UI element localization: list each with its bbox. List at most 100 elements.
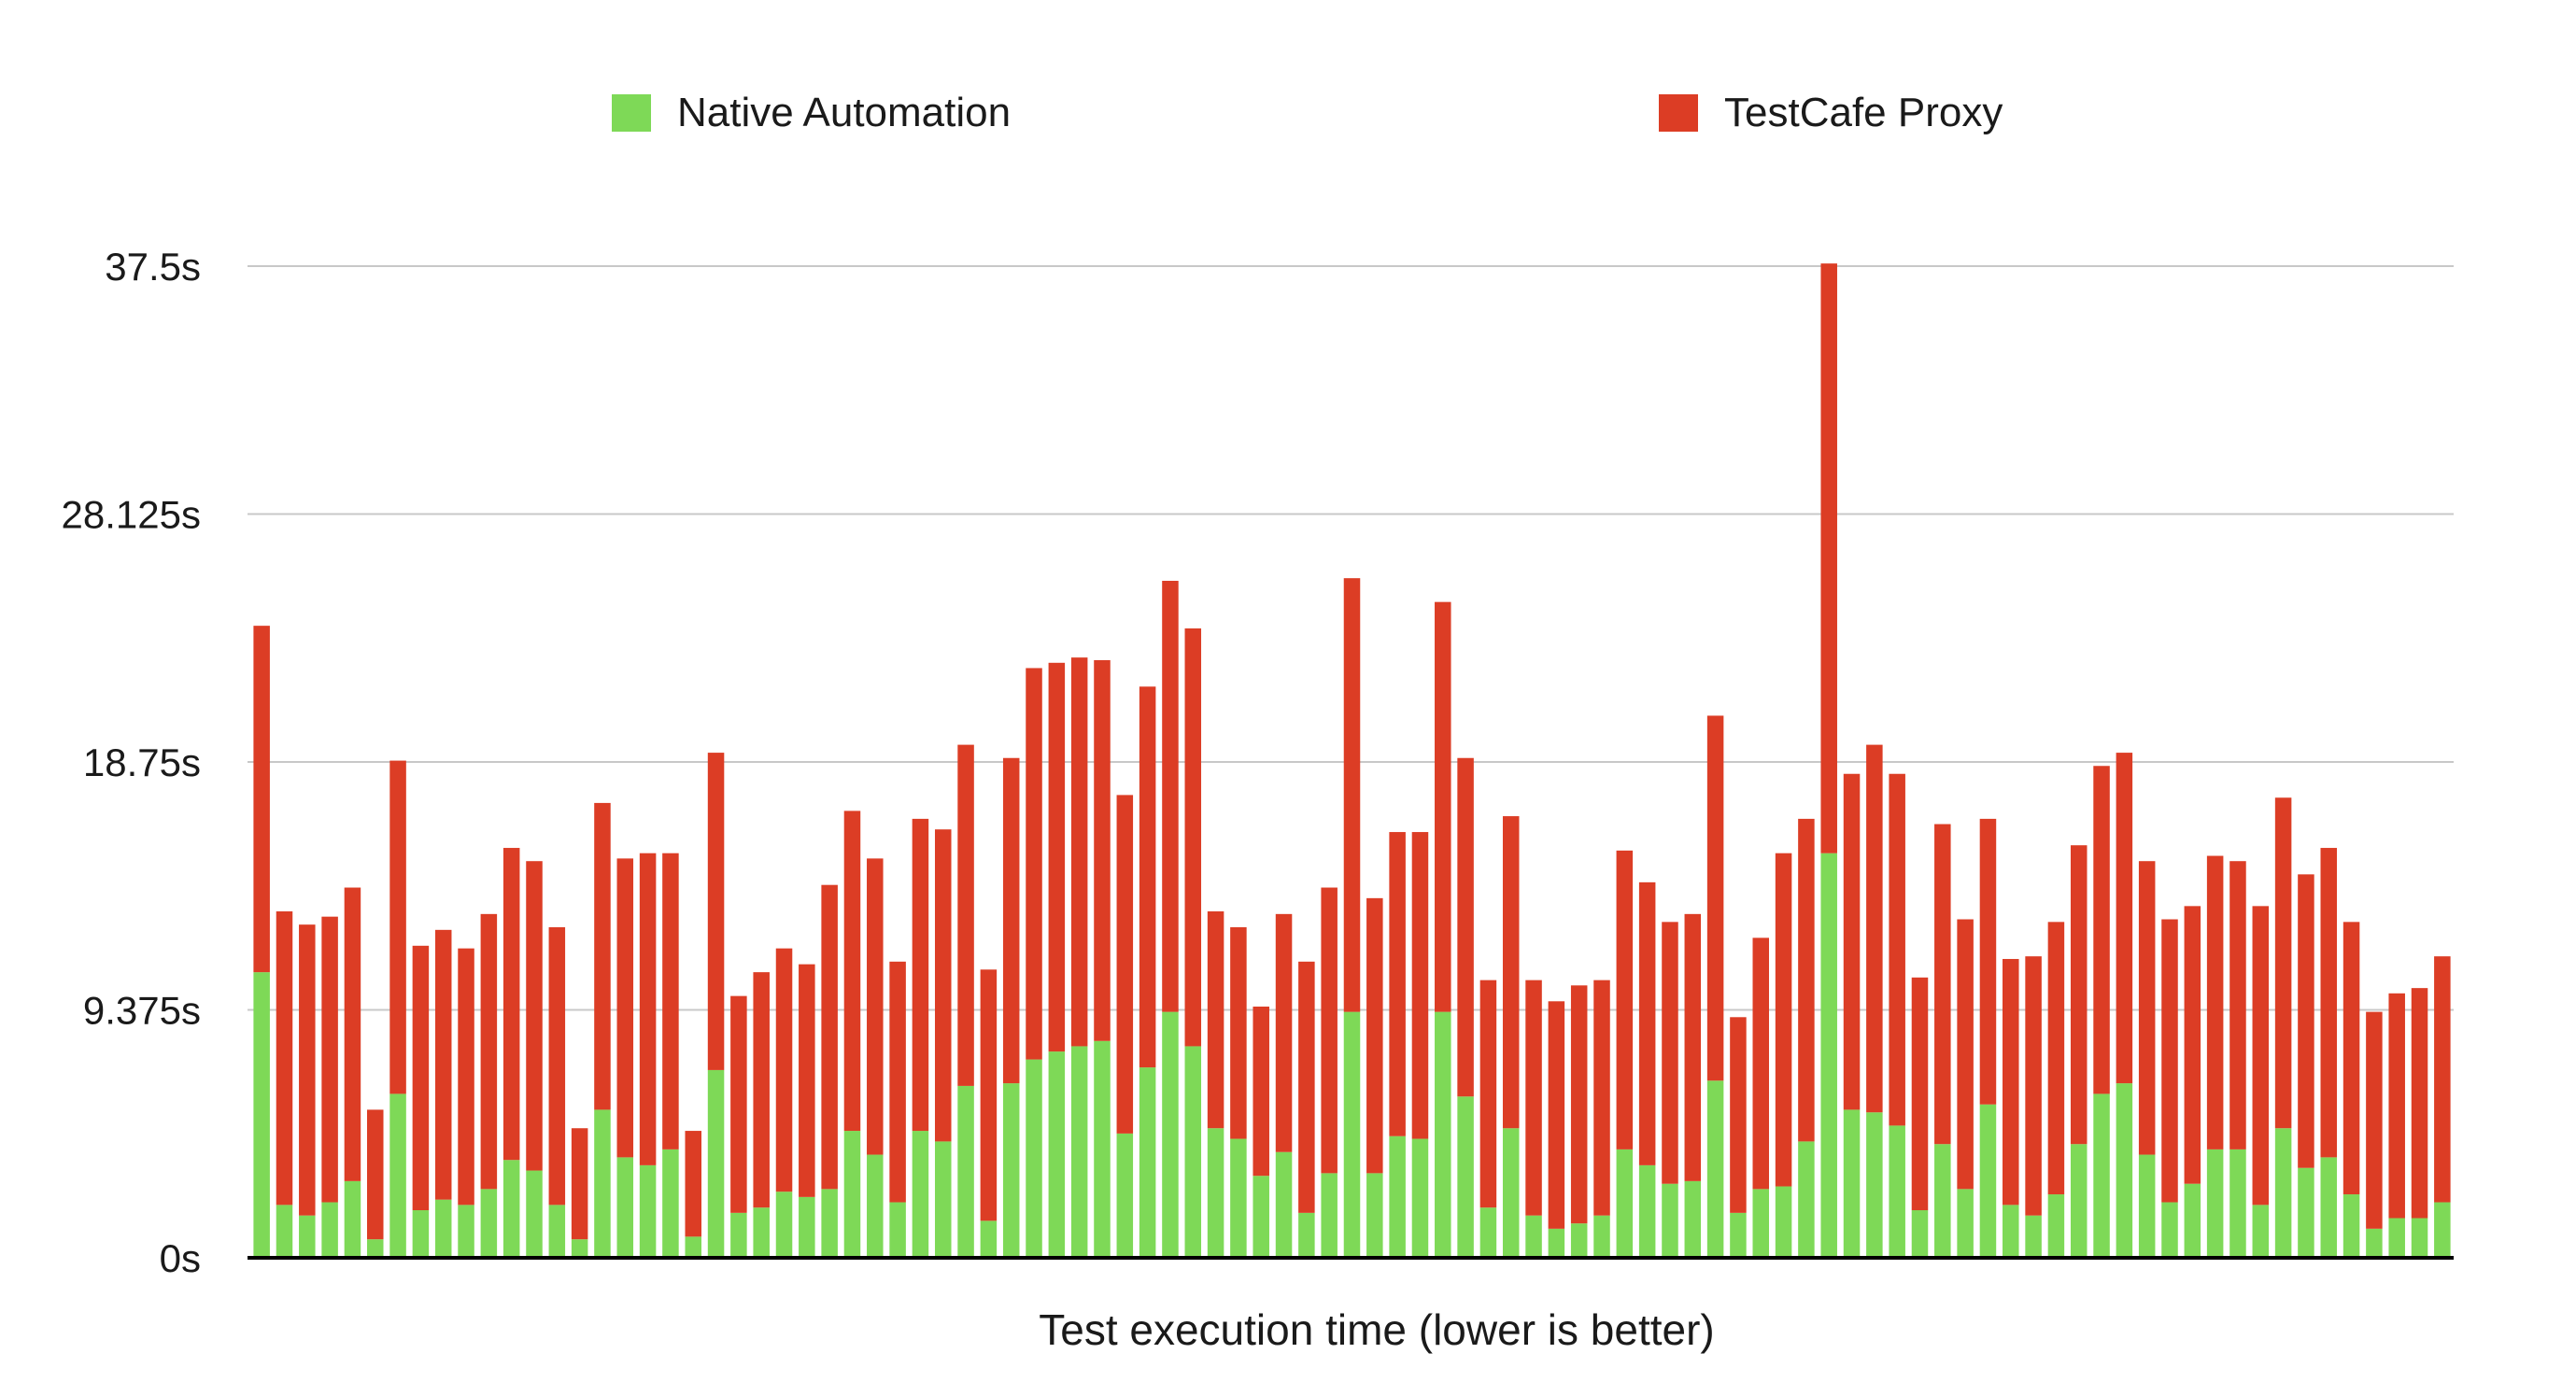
bar-testcafe-proxy	[1411, 832, 1429, 1139]
bar-testcafe-proxy	[1479, 980, 1497, 1208]
bar-testcafe-proxy	[571, 1128, 588, 1240]
bar-testcafe-proxy	[912, 818, 929, 1132]
bar-native-automation	[2003, 1205, 2019, 1258]
bar-native-automation	[1298, 1212, 1315, 1258]
bar-testcafe-proxy	[1162, 581, 1179, 1012]
bar-native-automation	[2025, 1215, 2042, 1258]
bar-testcafe-proxy	[548, 927, 566, 1206]
bar-native-automation	[616, 1157, 634, 1258]
bar-testcafe-proxy	[1730, 1017, 1747, 1213]
bar-native-automation	[934, 1141, 952, 1258]
bar-native-automation	[799, 1196, 815, 1258]
bar-native-automation	[2298, 1167, 2314, 1258]
bar-testcafe-proxy	[2366, 1011, 2383, 1229]
bar-native-automation	[526, 1170, 543, 1258]
bar-testcafe-proxy	[1230, 927, 1247, 1139]
bar-testcafe-proxy	[2070, 845, 2088, 1145]
bar-native-automation	[571, 1239, 588, 1258]
bar-testcafe-proxy	[1275, 913, 1293, 1152]
bar-native-automation	[912, 1131, 929, 1258]
bar-testcafe-proxy	[1389, 832, 1406, 1136]
bar-testcafe-proxy	[344, 887, 361, 1181]
legend-swatch-native-automation	[612, 94, 651, 132]
bar-native-automation	[1479, 1207, 1497, 1258]
bar-testcafe-proxy	[1820, 263, 1837, 853]
bar-native-automation	[1662, 1183, 1678, 1258]
bar-native-automation	[639, 1164, 657, 1258]
bar-native-automation	[389, 1093, 406, 1258]
bar-testcafe-proxy	[707, 753, 725, 1070]
legend-item-testcafe-proxy: TestCafe Proxy	[1659, 90, 2003, 135]
bar-native-automation	[367, 1239, 384, 1258]
bar-native-automation	[1866, 1112, 1883, 1258]
bar-testcafe-proxy	[1775, 853, 1792, 1187]
bar-native-automation	[412, 1210, 430, 1258]
bar-testcafe-proxy	[775, 948, 793, 1192]
bar-testcafe-proxy	[1525, 980, 1542, 1216]
bar-testcafe-proxy	[2274, 797, 2292, 1129]
bar-native-automation	[1002, 1083, 1020, 1258]
bar-native-automation	[867, 1154, 884, 1258]
bar-native-automation	[1184, 1046, 1202, 1258]
bar-testcafe-proxy	[1457, 757, 1474, 1097]
bar-native-automation	[821, 1189, 838, 1258]
bar-native-automation	[1548, 1228, 1565, 1258]
bar-testcafe-proxy	[934, 829, 952, 1142]
bar-native-automation	[775, 1192, 793, 1258]
bar-native-automation	[1616, 1149, 1634, 1258]
bar-testcafe-proxy	[1366, 897, 1383, 1174]
bar-testcafe-proxy	[2161, 919, 2178, 1203]
bar-native-automation	[1684, 1180, 1702, 1258]
legend-swatch-testcafe-proxy	[1659, 94, 1698, 132]
bar-native-automation	[1957, 1189, 1974, 1258]
bar-native-automation	[1570, 1223, 1588, 1258]
bar-testcafe-proxy	[1752, 938, 1770, 1190]
bar-native-automation	[1911, 1210, 1929, 1258]
bar-testcafe-proxy	[1866, 744, 1883, 1113]
bar-native-automation	[1411, 1138, 1429, 1258]
bar-testcafe-proxy	[412, 945, 430, 1211]
bar-native-automation	[957, 1085, 974, 1258]
bar-testcafe-proxy	[2411, 988, 2428, 1219]
bar-testcafe-proxy	[2320, 848, 2337, 1158]
bar-testcafe-proxy	[2252, 906, 2270, 1206]
bar-native-automation	[1366, 1173, 1383, 1258]
bar-testcafe-proxy	[1684, 913, 1702, 1181]
bar-testcafe-proxy	[367, 1109, 384, 1240]
bar-testcafe-proxy	[1435, 601, 1451, 1012]
bar-native-automation	[1435, 1011, 1451, 1258]
bar-testcafe-proxy	[1616, 850, 1634, 1149]
bar-native-automation	[1889, 1125, 1905, 1258]
bar-native-automation	[1730, 1212, 1747, 1258]
bar-native-automation	[321, 1202, 338, 1258]
bar-testcafe-proxy	[753, 972, 770, 1208]
bar-testcafe-proxy	[1298, 961, 1315, 1213]
bar-testcafe-proxy	[1706, 715, 1724, 1081]
bar-testcafe-proxy	[799, 964, 815, 1197]
bar-native-automation	[1457, 1096, 1474, 1258]
bar-testcafe-proxy	[2298, 874, 2314, 1168]
bar-native-automation	[2434, 1202, 2451, 1258]
bar-native-automation	[889, 1202, 906, 1258]
bar-testcafe-proxy	[1593, 980, 1610, 1216]
bar-testcafe-proxy	[253, 626, 270, 973]
bar-testcafe-proxy	[434, 929, 452, 1200]
bar-native-automation	[843, 1131, 861, 1258]
bar-native-automation	[1162, 1011, 1179, 1258]
bar-testcafe-proxy	[730, 995, 747, 1213]
bars	[253, 263, 2451, 1258]
y-tick-label: 18.75s	[83, 740, 201, 784]
bar-testcafe-proxy	[389, 760, 406, 1094]
bar-testcafe-proxy	[1321, 887, 1338, 1174]
legend-label-native-automation: Native Automation	[677, 90, 1011, 135]
bar-testcafe-proxy	[1253, 1006, 1269, 1177]
y-tick-label: 9.375s	[83, 989, 201, 1033]
bar-testcafe-proxy	[1889, 773, 1905, 1126]
x-axis-label: Test execution time (lower is better)	[1039, 1305, 1715, 1354]
bar-native-automation	[2411, 1218, 2428, 1258]
bar-testcafe-proxy	[526, 861, 543, 1171]
bar-native-automation	[2184, 1183, 2201, 1258]
bar-testcafe-proxy	[1979, 818, 1997, 1105]
bar-testcafe-proxy	[1957, 919, 1974, 1190]
bar-testcafe-proxy	[2342, 922, 2360, 1195]
